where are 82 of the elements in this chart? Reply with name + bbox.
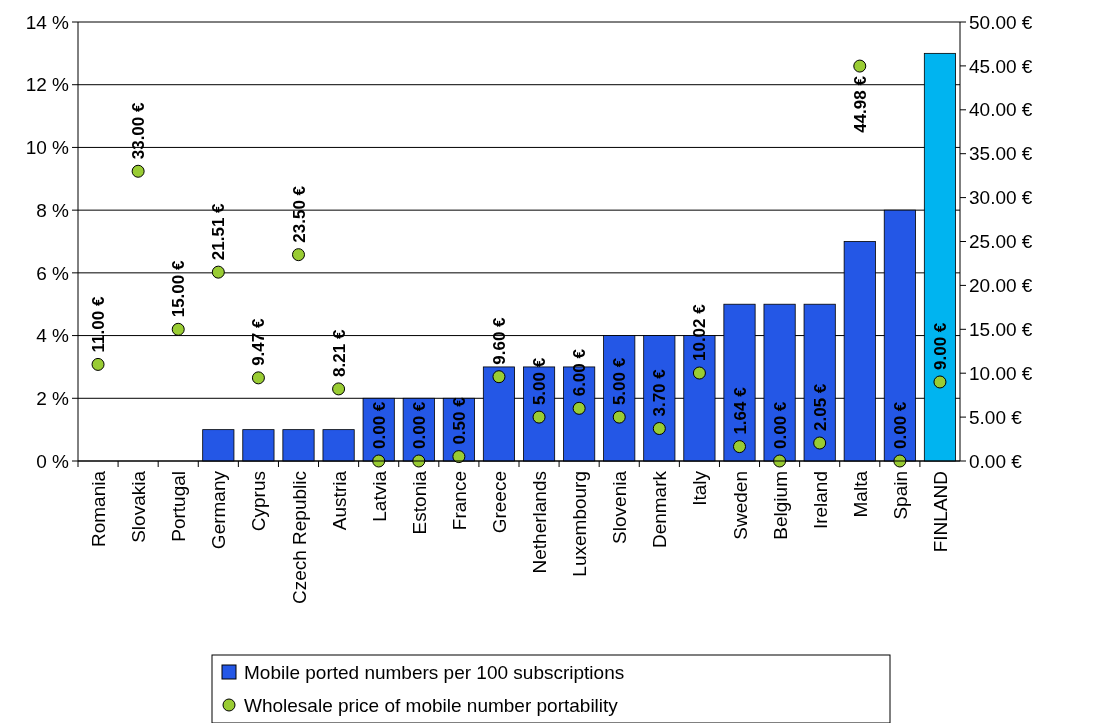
x-tick-label: France [448, 471, 470, 531]
y-tick-label: 0 % [36, 450, 70, 472]
x-tick-label: Malta [849, 470, 871, 518]
point [813, 436, 827, 450]
y-tick-label: 6 % [36, 262, 70, 284]
x-tick-label: Slovakia [128, 470, 150, 543]
data-label: 0.00 € [890, 401, 910, 449]
point [532, 410, 546, 424]
x-tick-label: Denmark [649, 470, 671, 549]
point [933, 375, 947, 389]
y2-tick-label: 30.00 € [969, 187, 1033, 209]
data-label: 0.50 € [449, 396, 469, 445]
x-tick-label: Sweden [729, 471, 751, 540]
y-tick-label: 12 % [25, 74, 70, 96]
data-label: 0.00 € [409, 401, 429, 449]
data-label: 9.60 € [489, 316, 509, 365]
y-tick-label: 14 % [25, 11, 70, 33]
point [131, 164, 145, 178]
y2-tick-label: 10.00 € [969, 362, 1033, 384]
data-label: 6.00 € [570, 348, 590, 397]
y-tick-label: 4 % [36, 325, 70, 347]
y2-tick-label: 5.00 € [969, 406, 1023, 428]
y-tick-label: 10 % [25, 137, 70, 159]
data-label: 2.05 € [810, 383, 830, 431]
data-label: 5.00 € [610, 357, 630, 406]
x-tick-label: Netherlands [529, 471, 551, 574]
x-tick-label: Cyprus [248, 471, 270, 532]
x-tick-label: Spain [889, 471, 911, 520]
point [692, 366, 706, 380]
x-tick-label: Slovenia [609, 470, 631, 544]
data-label: 44.98 € [850, 75, 870, 133]
legend-label: Mobile ported numbers per 100 subscriptions [244, 661, 625, 683]
point [251, 371, 265, 385]
data-label: 33.00 € [129, 102, 149, 160]
x-tick-label: Latvia [368, 470, 390, 522]
x-tick-label: Germany [208, 470, 230, 550]
y-tick-label: 2 % [36, 387, 70, 409]
data-label: 15.00 € [169, 260, 189, 318]
data-label: 3.70 € [650, 368, 670, 417]
y2-tick-label: 25.00 € [969, 231, 1033, 253]
x-tick-label: Czech Republic [288, 471, 310, 605]
x-tick-label: Belgium [769, 471, 791, 540]
x-tick-label: FINLAND [929, 471, 951, 553]
data-label: 5.00 € [530, 357, 550, 406]
y2-tick-label: 15.00 € [969, 318, 1033, 340]
point [292, 248, 305, 262]
x-tick-label: Luxembourg [569, 471, 591, 577]
y-tick-label: 8 % [36, 199, 70, 221]
data-label: 0.00 € [770, 401, 790, 449]
data-label: 9.00 € [930, 322, 950, 370]
data-label: 11.00 € [89, 296, 109, 353]
y2-tick-label: 35.00 € [969, 143, 1033, 165]
point [652, 422, 666, 436]
point [492, 370, 506, 384]
data-label: 23.50 € [289, 185, 309, 243]
data-label: 0.00 € [369, 401, 389, 449]
point [171, 322, 185, 336]
point [853, 59, 867, 73]
x-tick-label: Portugal [168, 471, 190, 542]
y2-tick-label: 0.00 € [969, 450, 1023, 472]
point [332, 382, 346, 396]
x-tick-label: Estonia [408, 470, 430, 535]
point [733, 440, 746, 454]
data-label: 21.51 € [209, 202, 229, 261]
data-label: 1.64 € [730, 386, 750, 435]
y2-tick-label: 50.00 € [969, 11, 1033, 33]
x-tick-label: Greece [488, 471, 510, 534]
x-tick-label: Austria [328, 470, 350, 531]
data-label: 9.47 € [249, 318, 269, 366]
point [211, 265, 225, 279]
x-tick-label: Italy [689, 470, 711, 506]
data-label: 10.02 € [690, 303, 710, 362]
y2-tick-label: 20.00 € [969, 275, 1033, 297]
point [572, 401, 586, 415]
y2-tick-label: 45.00 € [969, 55, 1033, 77]
x-tick-label: Romania [88, 470, 110, 548]
point [91, 357, 105, 371]
y2-tick-label: 40.00 € [969, 99, 1033, 121]
x-tick-label: Ireland [809, 471, 831, 530]
legend-label: Wholesale price of mobile number portability [244, 694, 619, 716]
point [612, 410, 626, 424]
data-label: 8.21 € [329, 329, 349, 377]
